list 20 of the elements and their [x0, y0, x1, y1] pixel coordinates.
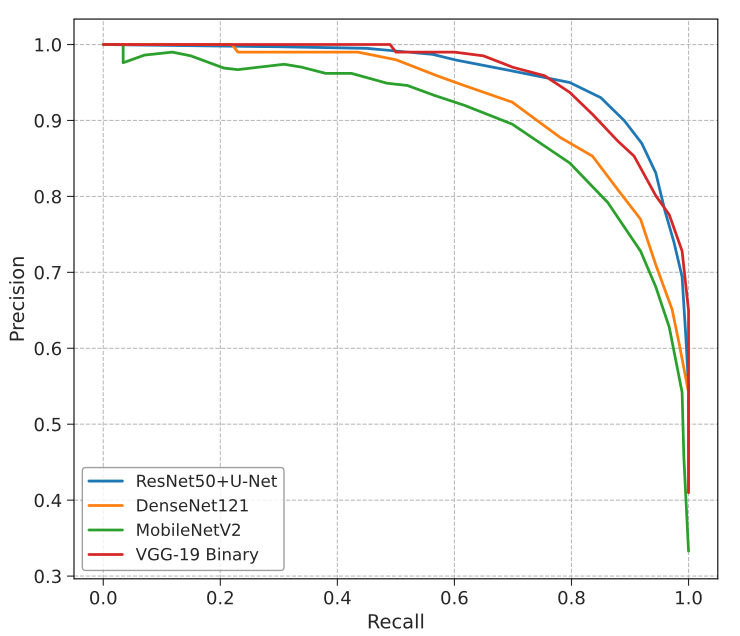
y-axis-title: Precision	[9, 257, 24, 340]
y-tick-label: 0.6	[34, 342, 62, 356]
x-tick-label: 0.6	[441, 590, 468, 605]
x-tick-label: 0.4	[324, 590, 351, 605]
y-tick-label: 1.0	[35, 38, 61, 52]
legend-label: DenseNet121	[137, 498, 248, 512]
x-tick-label: 0.0	[90, 590, 116, 605]
y-tick-label: 0.7	[34, 266, 61, 280]
x-axis-title: Recall	[368, 614, 424, 629]
x-tick-label: 1.0	[676, 590, 702, 605]
y-tick-label: 0.4	[34, 494, 62, 508]
y-tick-label: 0.8	[34, 190, 61, 204]
y-tick-label: 0.3	[34, 570, 61, 584]
x-tick-label: 0.2	[207, 590, 233, 605]
y-tick-label: 0.5	[34, 418, 61, 432]
x-tick-label: 0.8	[558, 590, 585, 605]
legend-label: ResNet50+U-Net	[137, 474, 277, 488]
legend-label: VGG-19 Binary	[136, 548, 258, 564]
legend-label: MobileNetV2	[137, 523, 240, 536]
y-tick-label: 0.9	[34, 114, 61, 128]
